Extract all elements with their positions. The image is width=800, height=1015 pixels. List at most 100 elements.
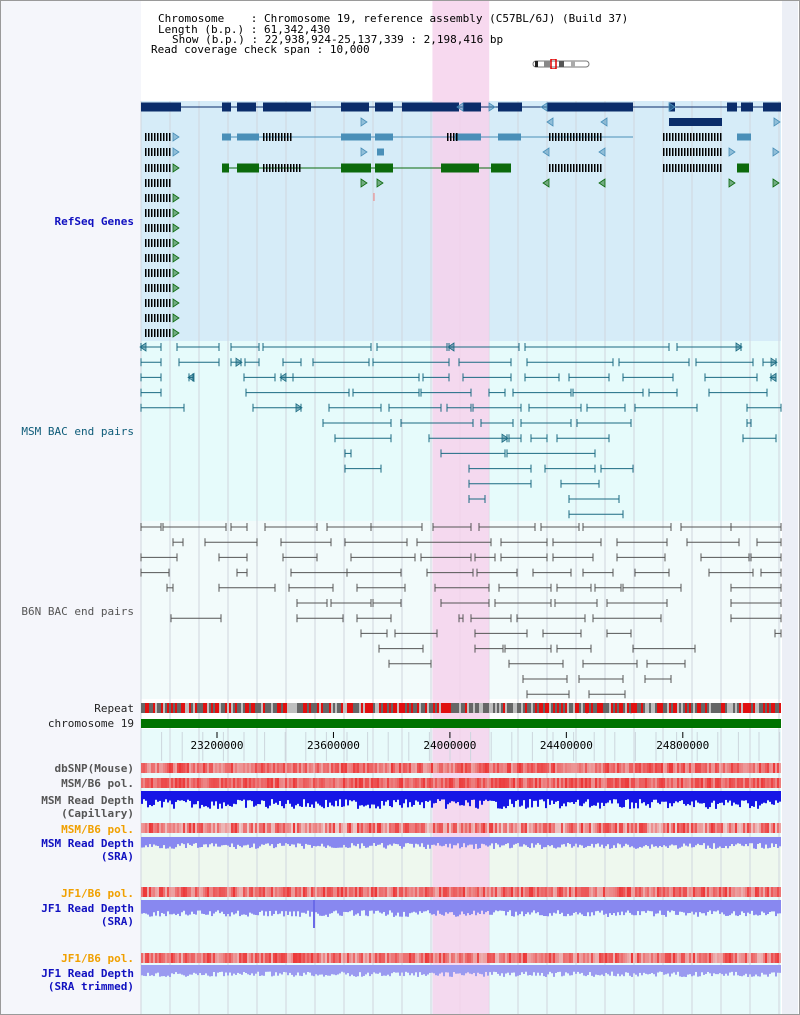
jf1-trim-depth-bar — [597, 965, 599, 976]
jf1-pol2-heat-cell — [699, 953, 701, 963]
msm-sra-depth-bar — [405, 837, 407, 844]
repeat-mark — [141, 703, 143, 713]
jf1-sra-depth-bar — [431, 900, 433, 915]
refseq-gene-row5-exon — [222, 163, 229, 173]
jf1-trim-depth-bar — [309, 965, 311, 973]
dbsnp-heat-cell — [739, 763, 741, 773]
repeat-mark — [287, 703, 289, 713]
msm-sra-depth-bar — [481, 837, 483, 844]
jf1-pol-heat-cell — [495, 887, 497, 897]
gene-strand-arrow — [728, 147, 736, 157]
refseq-exon-tick — [151, 224, 153, 232]
dbsnp-heat-cell — [639, 763, 641, 773]
msm-capillary-depth-bar — [689, 791, 691, 806]
msm-pol2-heat-cell — [195, 823, 197, 833]
refseq-exon-tick — [272, 164, 274, 172]
jf1-pol-heat-cell — [719, 887, 721, 897]
right-scroll-gutter[interactable] — [782, 1, 798, 1014]
jf1-pol2-heat-cell — [477, 953, 479, 963]
jf1-pol2-heat-cell — [153, 953, 155, 963]
msm-pol-heat-cell — [767, 778, 769, 788]
jf1-sra-depth-bar — [213, 900, 215, 914]
repeat-mark — [273, 703, 275, 713]
jf1-trim-depth-bar — [741, 965, 743, 977]
msm-sra-depth-bar — [529, 837, 531, 849]
jf1-pol2-heat-cell — [559, 953, 561, 963]
jf1-pol-heat-cell — [437, 887, 439, 897]
jf1-sra-depth-bar — [309, 900, 311, 917]
msm-sra-depth-bar — [733, 837, 735, 847]
msm-sra-depth-bar — [539, 837, 541, 845]
jf1-trim-depth-bar — [447, 965, 449, 973]
refseq-exon-tick — [160, 239, 162, 247]
jf1-sra-depth-bar — [631, 900, 633, 915]
jf1-sra-depth-bar — [617, 900, 619, 913]
msm-capillary-depth-bar — [685, 791, 687, 806]
msm-capillary-depth-bar — [707, 791, 709, 809]
refseq-exon-tick — [720, 148, 722, 156]
jf1-trim-depth-bar — [369, 965, 371, 977]
repeat-mark — [549, 703, 551, 713]
msm-capillary-depth-bar — [209, 791, 211, 809]
repeat-mark — [625, 703, 627, 713]
jf1-pol-heat-cell — [531, 887, 533, 897]
jf1-pol2-heat-cell — [239, 953, 241, 963]
msm-pol2-heat-cell — [229, 823, 231, 833]
msm-capillary-depth-bar — [539, 791, 541, 800]
repeat-mark — [221, 703, 223, 713]
jf1-sra-depth-bar — [187, 900, 189, 916]
msm-pol2-heat-cell — [269, 823, 271, 833]
jf1-sra-depth-bar — [401, 900, 403, 917]
jf1-pol-heat-cell — [533, 887, 535, 897]
jf1-pol-heat-cell — [717, 887, 719, 897]
dbsnp-heat-cell — [649, 763, 651, 773]
msm-pol-heat-cell — [603, 778, 605, 788]
msm-sra-depth-bar — [307, 837, 309, 845]
dbsnp-heat-cell — [267, 763, 269, 773]
jf1-pol-heat-cell — [621, 887, 623, 897]
repeat-mark — [533, 703, 535, 713]
jf1-sra-depth-bar — [515, 900, 517, 912]
repeat-mark — [651, 703, 653, 713]
msm-pol2-heat-cell — [507, 823, 509, 833]
jf1-trim-depth-bar — [541, 965, 543, 973]
msm-pol-heat-cell — [735, 778, 737, 788]
jf1-pol2-heat-cell — [455, 953, 457, 963]
jf1-sra-depth-bar — [501, 900, 503, 911]
dbsnp-heat-cell — [565, 763, 567, 773]
msm-pol-heat-cell — [691, 778, 693, 788]
msm-sra-depth-bar — [537, 837, 539, 844]
msm-pol2-heat-cell — [261, 823, 263, 833]
gene-strand-arrow — [172, 253, 180, 263]
jf1-sra-depth-bar — [149, 900, 151, 917]
jf1-sra-depth-bar — [345, 900, 347, 912]
jf1-pol2-heat-cell — [471, 953, 473, 963]
msm-pol2-heat-cell — [773, 823, 775, 833]
jf1-pol2-heat-cell — [177, 953, 179, 963]
msm-pol2-heat-cell — [719, 823, 721, 833]
refseq-gene-row3-exon — [375, 133, 393, 141]
msm-sra-depth-bar — [191, 837, 193, 846]
chromosome-ideogram-icon[interactable] — [531, 54, 591, 70]
msm-sra-depth-bar — [361, 837, 363, 844]
msm-capillary-depth-bar — [563, 791, 565, 804]
refseq-gene-row1-exon — [141, 102, 181, 112]
refseq-exon-tick — [157, 314, 159, 322]
jf1-pol-heat-cell — [327, 887, 329, 897]
msm-pol2-heat-cell — [479, 823, 481, 833]
msm-capillary-depth-bar — [235, 791, 237, 805]
refseq-exon-tick — [148, 179, 150, 187]
msm-capillary-depth-bar — [561, 791, 563, 807]
jf1-sra-depth-bar — [279, 900, 281, 914]
jf1-trim-depth-bar — [499, 965, 501, 976]
jf1-pol-heat-cell — [499, 887, 501, 897]
repeat-mark — [451, 703, 453, 713]
msm-pol2-heat-cell — [233, 823, 235, 833]
dbsnp-heat-cell — [621, 763, 623, 773]
msm-sra-depth-bar — [455, 837, 457, 846]
msm-capillary-depth-bar — [303, 791, 305, 800]
msm-capillary-depth-bar — [517, 791, 519, 800]
refseq-exon-tick — [696, 148, 698, 156]
msm-capillary-depth-bar — [403, 791, 405, 804]
